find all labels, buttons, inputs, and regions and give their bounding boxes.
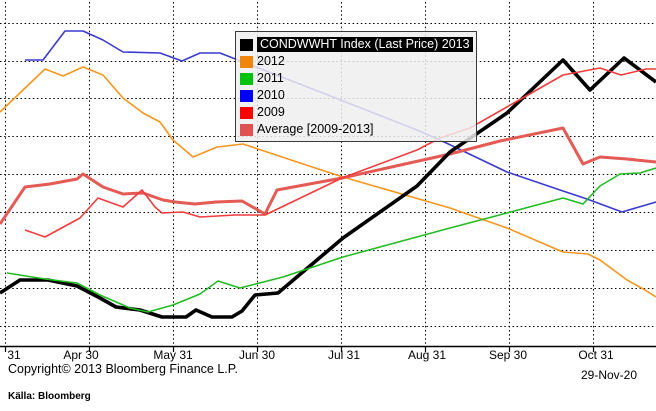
series-line-2011: [6, 167, 656, 313]
legend-item-2009[interactable]: 2009: [236, 104, 476, 121]
legend-item-2011[interactable]: 2011: [236, 70, 476, 87]
series-line-average-2009-2013-: [0, 126, 656, 225]
legend-swatch-2013: [240, 38, 253, 51]
legend-item-2010[interactable]: 2010: [236, 87, 476, 104]
x-tick-label: Oct 31: [578, 348, 614, 362]
series-line-2010: [25, 30, 656, 213]
legend-swatch-2010: [240, 89, 253, 102]
legend-label-2012: 2012: [257, 54, 285, 68]
x-tick-label: Aug 31: [407, 348, 447, 362]
legend-label-2009: 2009: [257, 105, 285, 119]
legend-item-2013[interactable]: CONDWWHT Index (Last Price) 2013: [236, 36, 476, 53]
legend-label-average: Average [2009-2013]: [257, 122, 374, 136]
chart-legend: CONDWWHT Index (Last Price) 2013 2012 20…: [235, 31, 477, 142]
x-axis-labels: 31 Apr 30 May 31 Jun 30 Jul 31 Aug 31 Sep 30 Oc…: [0, 348, 656, 362]
series-line-2009: [24, 67, 656, 238]
legend-label-2013: CONDWWHT Index (Last Price) 2013: [257, 37, 473, 52]
legend-item-2012[interactable]: 2012: [236, 53, 476, 70]
legend-item-average[interactable]: Average [2009-2013]: [236, 121, 476, 138]
legend-label-2010: 2010: [257, 88, 285, 102]
legend-swatch-2009: [240, 106, 253, 119]
legend-swatch-2011: [240, 72, 253, 85]
x-tick-label: Sep 30: [488, 348, 528, 362]
legend-swatch-2012: [240, 55, 253, 68]
series-line-2012: [0, 66, 656, 298]
copyright-text: Copyright© 2013 Bloomberg Finance L.P.: [8, 362, 238, 376]
chart-end-date: 29-Nov-20: [581, 368, 638, 382]
legend-swatch-average: [240, 123, 253, 136]
x-tick-label: May 31: [153, 348, 193, 362]
legend-label-2011: 2011: [257, 71, 284, 85]
x-tick-label: Apr 30: [63, 348, 99, 362]
x-tick-label: Jul 31: [327, 348, 361, 362]
source-attribution: Källa: Bloomberg: [8, 391, 91, 402]
series-line-condwwht-index-last-price-2013: [0, 56, 656, 319]
x-tick-label: 31: [7, 348, 21, 362]
x-tick-label: Jun 30: [238, 348, 276, 362]
